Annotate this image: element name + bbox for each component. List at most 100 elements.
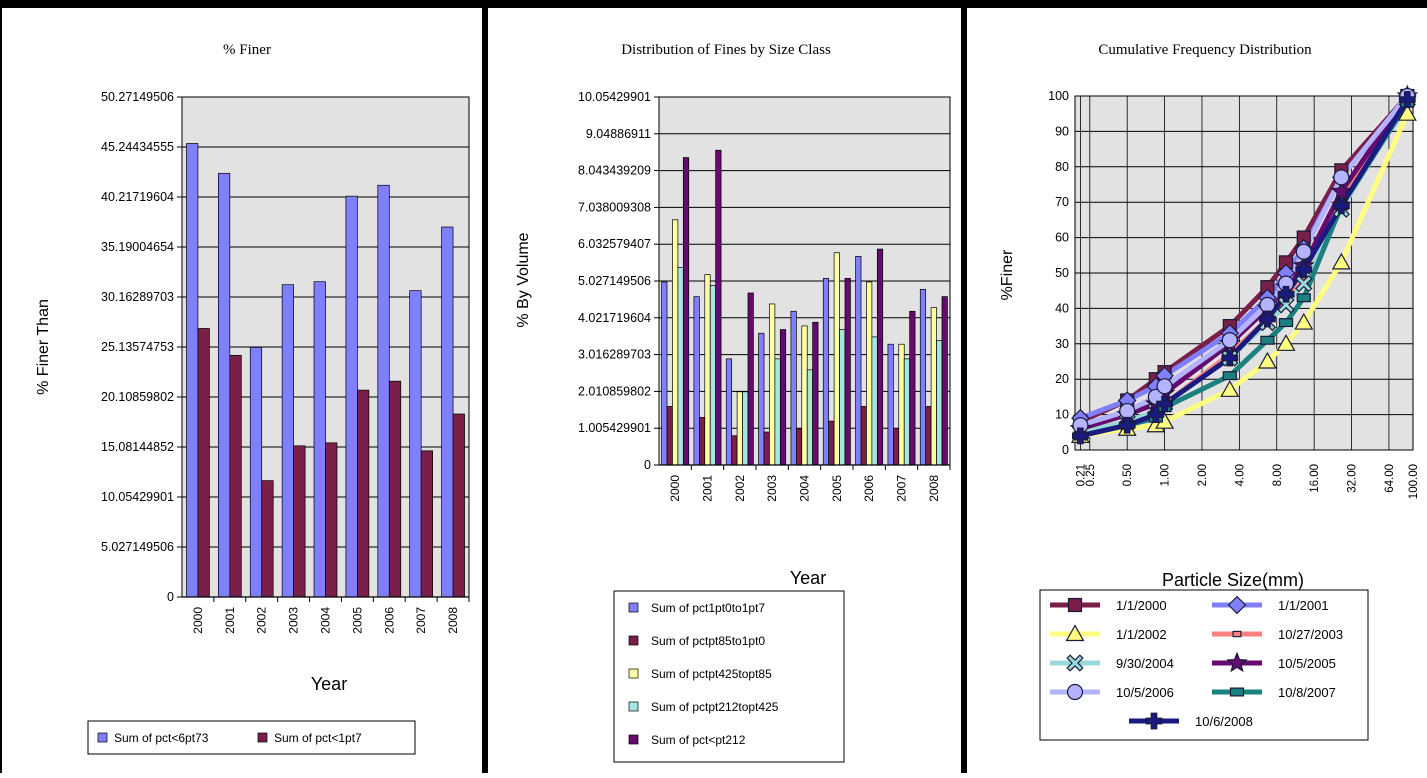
c2-bar [919,288,927,466]
c2-ytick-label: 0 [644,458,651,472]
c3-xtick-label: 32.00 [1347,464,1359,493]
c1-bar [325,442,338,598]
c1-bar [357,389,370,598]
c1-xtick-label: 2001 [223,607,237,634]
c2-xtick-label: 2002 [733,475,747,502]
c2-ytick-label: 7.038009308 [578,200,651,214]
c3-marker [1331,252,1351,270]
c3-marker [1118,416,1136,434]
c3-marker [1330,180,1353,201]
c3-marker [1278,318,1294,328]
c2-bar [898,343,905,466]
c2-bar [925,406,932,466]
c3-legend-marker [1066,683,1084,701]
c3-legend-marker [1229,687,1245,697]
c1-bar [388,380,402,598]
c1-bar [261,480,274,598]
c2-bar [725,358,733,466]
c1-xtick-label: 2005 [350,607,364,634]
c3-marker [1333,169,1350,186]
c3-legend-marker [1066,654,1084,672]
c1-ytick-label: 30.16289703 [101,290,174,304]
c2-bar [909,310,916,466]
c3-legend-marker [1226,651,1248,673]
c2-xtick-label: 2001 [701,475,715,502]
c3-marker [1119,402,1136,420]
c1-xtick-label: 2008 [446,607,460,634]
c1-bar [249,347,263,598]
c2-bar [812,321,819,466]
chart1-y-axis-label: % Finer Than [35,299,52,395]
c2-legend-swatch [628,635,639,646]
c2-ytick-label: 8.043439209 [578,164,651,178]
c1-bar [218,172,231,598]
c2-bar [806,369,813,466]
c3-marker [1156,378,1173,395]
c2-ytick-label: 2.010859802 [578,384,651,398]
c1-bar [420,450,433,598]
c2-bar [769,303,776,466]
c3-xtick-label: 16.00 [1309,464,1321,493]
c3-marker [1260,335,1275,345]
chart2-legend-box [613,590,845,763]
c2-bar [860,406,867,466]
c3-marker [1156,395,1173,413]
c1-bar [293,445,306,598]
chart1-title: % Finer [223,42,271,58]
c3-series-line [1079,94,1410,424]
c2-legend-swatch [628,602,639,613]
c2-bar [855,256,862,466]
c1-bar [345,195,358,598]
c3-marker [1295,261,1313,278]
c2-xtick-label: 2000 [668,475,682,502]
chart1-legend-box [87,720,416,755]
chart-percent-finer: % Finer % Finer Than Year 0 5.027149506 10… [35,42,470,755]
chart-cumulative-frequency: Cumulative Frequency Distribution %Finer… [999,42,1420,741]
c2-bar [704,274,711,466]
c1-ytick-label: 45.24434555 [101,140,174,154]
c2-bar [666,406,673,466]
c2-bar [796,428,803,466]
c3-ytick-label: 60 [1055,231,1069,245]
panel-divider-1 [482,0,488,773]
c3-xtick-label: 4.00 [1234,464,1246,486]
c3-marker [1296,293,1311,303]
c1-xtick-label: 2000 [191,607,205,634]
c1-ytick-label: 10.05429901 [101,490,174,504]
c3-xtick-label: 8.00 [1272,464,1284,486]
c1-ytick-label: 20.10859802 [101,390,174,404]
c2-bar [758,332,765,466]
c2-bar [844,277,851,466]
c3-marker [1259,296,1276,313]
c2-bar [731,435,738,466]
c2-bar [941,296,948,466]
c1-legend-label: Sum of pct<6pt73 [114,731,209,745]
c2-bar [839,329,846,466]
panel-divider-2 [961,0,967,773]
c3-marker [1221,332,1238,349]
c1-ytick-label: 5.027149506 [101,540,174,554]
page-border-top [0,0,1427,8]
chart3-title: Cumulative Frequency Distribution [1098,42,1312,58]
c2-bar [672,219,679,466]
c1-bar [441,226,454,598]
c3-ytick-label: 30 [1055,337,1069,351]
c2-bar [822,277,830,466]
c2-bar [887,343,894,466]
c2-bar [876,248,884,466]
c3-ytick-label: 100 [1048,89,1069,103]
c2-bar [715,149,722,466]
c3-ytick-label: 40 [1055,301,1069,315]
c2-bar [682,157,690,466]
c1-xtick-label: 2002 [255,607,269,634]
c3-ytick-label: 0 [1062,443,1069,457]
c1-ytick-label: 40.21719604 [101,190,174,204]
c3-marker [1332,197,1350,215]
c2-bar [936,340,943,466]
c2-ytick-label: 6.032579407 [578,237,651,251]
c3-ytick-label: 50 [1055,266,1069,280]
c3-marker [1221,349,1239,367]
c1-legend-label: Sum of pct<1pt7 [274,731,362,745]
